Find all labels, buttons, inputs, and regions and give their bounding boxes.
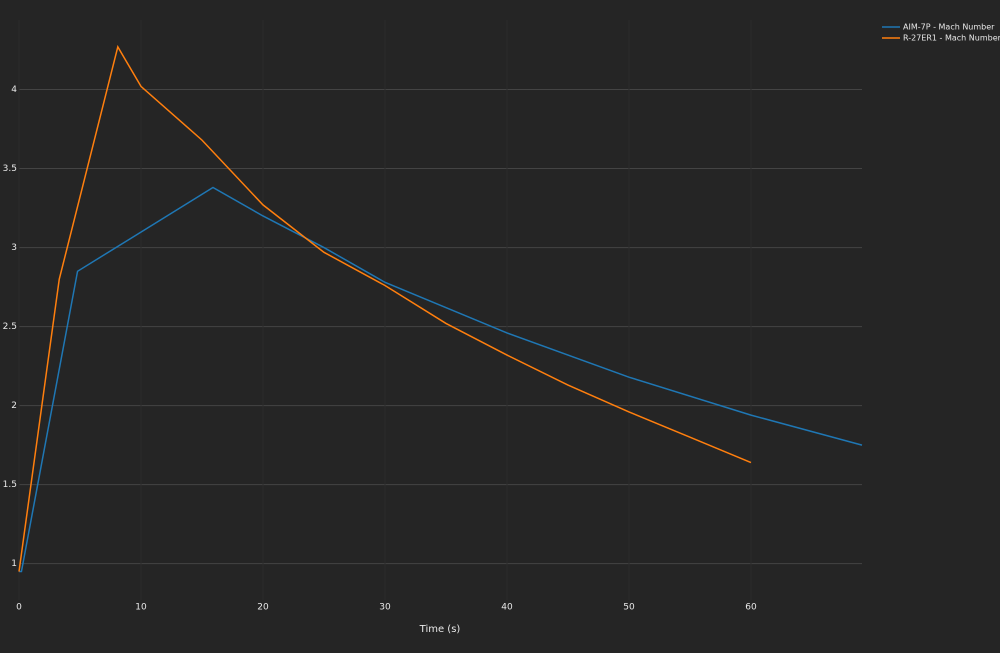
x-tick-label: 10 <box>135 603 147 613</box>
legend-label: R-27ER1 - Mach Number <box>903 34 1000 43</box>
x-tick-label: 50 <box>623 603 635 613</box>
legend-label: AIM-7P - Mach Number <box>903 23 995 32</box>
y-tick-label: 3.5 <box>3 164 17 174</box>
x-tick-label: 30 <box>379 603 391 613</box>
y-tick-label: 2 <box>11 401 17 411</box>
y-tick-label: 4 <box>11 85 17 95</box>
x-axis-title: Time (s) <box>419 624 461 635</box>
y-tick-label: 3 <box>11 243 17 253</box>
x-tick-label: 20 <box>257 603 269 613</box>
y-tick-label: 1 <box>11 559 17 569</box>
x-tick-label: 0 <box>16 603 22 613</box>
x-tick-label: 60 <box>745 603 757 613</box>
line-series <box>19 186 863 573</box>
y-tick-label: 2.5 <box>3 322 17 332</box>
x-tick-label: 40 <box>501 603 513 613</box>
y-tick-label: 1.5 <box>3 480 17 490</box>
line-series <box>18 44 752 572</box>
